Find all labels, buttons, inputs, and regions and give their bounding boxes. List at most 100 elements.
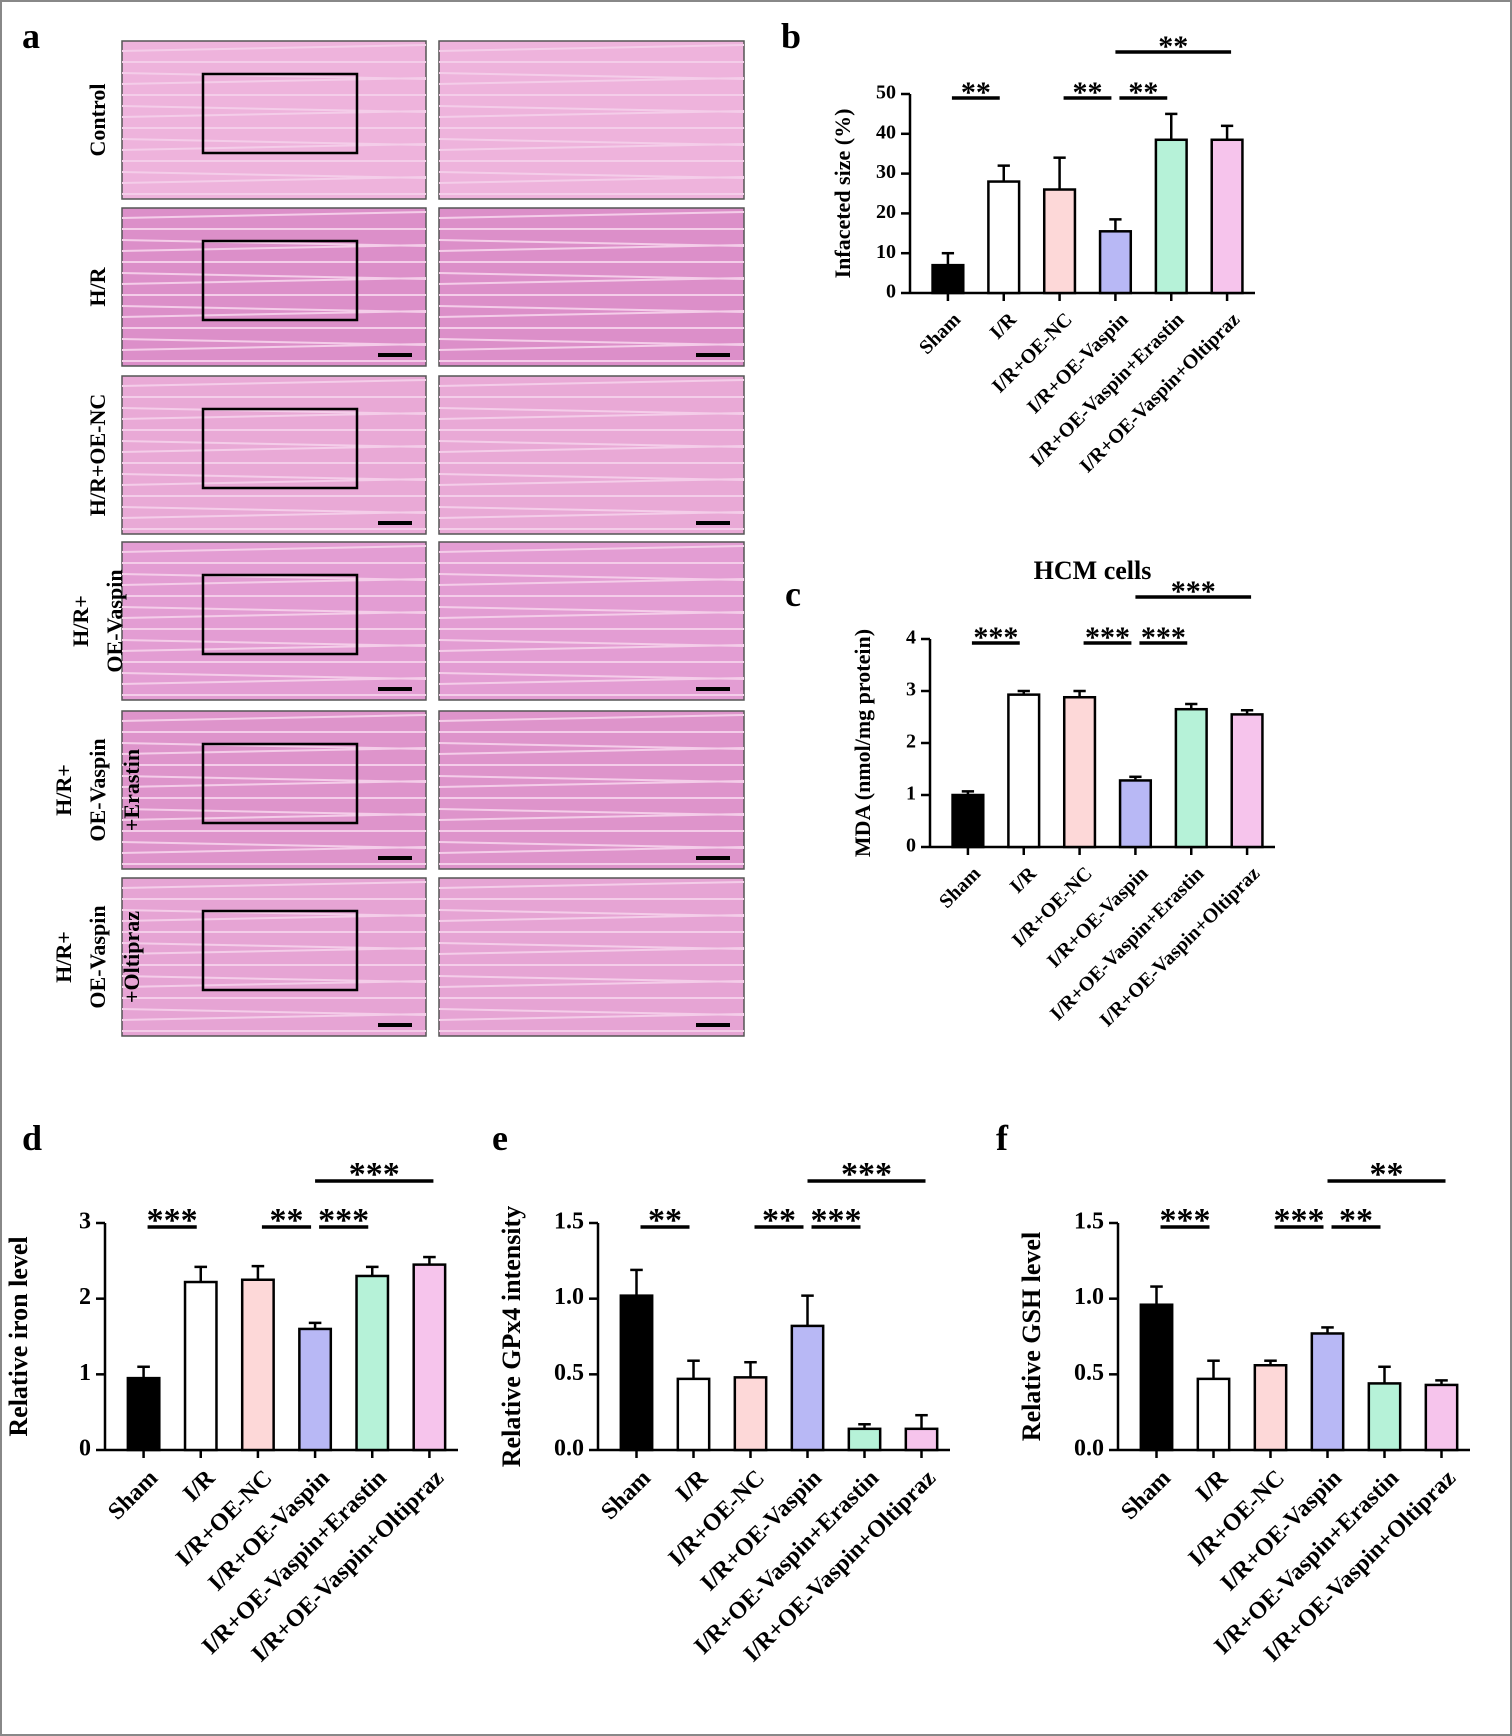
y-tick-label: 1 — [906, 783, 916, 805]
significance-label: *** — [1160, 1202, 1211, 1239]
y-tick-label: 1.0 — [1074, 1284, 1104, 1310]
bar — [987, 180, 1021, 295]
y-axis-label: Infaceted size (%) — [830, 109, 855, 279]
tissue-fiber — [438, 211, 745, 219]
y-tick-label: 0.5 — [554, 1360, 584, 1386]
bar — [1062, 695, 1097, 849]
scale-bar — [378, 687, 412, 691]
tissue-fiber — [121, 343, 427, 351]
tissue-fiber — [121, 379, 427, 387]
y-tick-label: 50 — [876, 82, 896, 104]
significance-label: ** — [1339, 1202, 1373, 1239]
y-tick-label: 2 — [79, 1284, 91, 1310]
scale-bar — [696, 353, 730, 357]
tissue-fiber — [438, 77, 745, 85]
significance-label: ** — [762, 1202, 796, 1239]
row-label: H/R+ — [51, 764, 76, 816]
tissue-fiber — [438, 947, 745, 955]
tissue-fiber — [121, 813, 427, 821]
row-label: H/R+ — [51, 931, 76, 983]
y-tick-label: 0.5 — [1074, 1360, 1104, 1386]
tissue-fiber — [438, 714, 745, 722]
tissue-fiber — [121, 310, 427, 318]
tissue-fiber — [121, 714, 427, 722]
scale-bar — [696, 521, 730, 525]
significance-label: ** — [961, 76, 991, 109]
significance-label: ** — [1158, 30, 1188, 63]
tissue-fiber — [438, 545, 745, 553]
significance-label: *** — [1141, 621, 1186, 654]
significance-label: *** — [1085, 621, 1130, 654]
row-label: H/R+OE-NC — [85, 394, 110, 517]
tissue-fiber — [121, 110, 427, 118]
bar — [126, 1376, 161, 1452]
zoom-box — [201, 239, 359, 322]
tissue-fiber — [438, 176, 745, 184]
tissue-fiber — [121, 211, 427, 219]
tissue-fiber — [121, 1013, 427, 1021]
tissue-fiber — [121, 747, 427, 755]
tissue-fiber — [121, 881, 427, 889]
row-label: OE-Vaspin — [85, 738, 110, 841]
tissue-fiber — [438, 277, 745, 285]
tissue-fiber — [121, 277, 427, 285]
tissue-fiber — [121, 244, 427, 252]
tissue-fiber — [121, 445, 427, 453]
y-tick-label: 0.0 — [554, 1436, 584, 1462]
bar — [1007, 693, 1041, 849]
tissue-fiber — [438, 445, 745, 453]
bar — [1118, 779, 1153, 849]
y-axis-label: Relative iron level — [4, 1236, 33, 1436]
y-tick-label: 0 — [886, 281, 896, 303]
bar — [619, 1294, 654, 1452]
bar — [412, 1263, 447, 1452]
tissue-fiber — [438, 677, 745, 685]
significance-label: ** — [1073, 76, 1103, 109]
scale-bar — [378, 856, 412, 860]
tissue-fiber — [438, 980, 745, 988]
tissue-fiber — [438, 110, 745, 118]
y-tick-label: 3 — [79, 1209, 91, 1235]
bar — [298, 1327, 333, 1452]
scale-bar — [378, 521, 412, 525]
scale-bar — [378, 1023, 412, 1027]
tissue-fiber — [438, 881, 745, 889]
bar — [733, 1376, 768, 1452]
bar — [1210, 138, 1244, 295]
y-axis-label: MDA (nmol/mg protein) — [850, 629, 875, 857]
y-tick-label: 20 — [876, 201, 896, 223]
tissue-fiber — [121, 947, 427, 955]
tissue-fiber — [121, 780, 427, 788]
bar — [183, 1280, 218, 1452]
tissue-fiber — [121, 511, 427, 519]
y-tick-label: 4 — [906, 627, 916, 649]
y-tick-label: 0.0 — [1074, 1436, 1104, 1462]
tissue-fiber — [438, 310, 745, 318]
y-axis-label: Relative GSH level — [1017, 1232, 1046, 1441]
tissue-fiber — [121, 44, 427, 52]
bar — [676, 1377, 711, 1452]
y-tick-label: 3 — [906, 679, 916, 701]
tissue-fiber — [438, 780, 745, 788]
y-tick-label: 2 — [906, 731, 916, 753]
tissue-fiber — [438, 644, 745, 652]
bar — [355, 1274, 390, 1452]
tissue-fiber — [438, 412, 745, 420]
y-tick-label: 1.5 — [1074, 1209, 1104, 1235]
tissue-fiber — [438, 813, 745, 821]
significance-label: *** — [147, 1202, 198, 1239]
tissue-fiber — [438, 143, 745, 151]
scale-bar — [378, 353, 412, 357]
y-tick-label: 40 — [876, 121, 896, 143]
zoom-box — [201, 72, 359, 155]
y-axis-label: Relative GPx4 intensity — [497, 1206, 526, 1467]
tissue-fiber — [121, 846, 427, 854]
y-tick-label: 10 — [876, 241, 896, 263]
bar — [1196, 1377, 1231, 1452]
bar — [1098, 230, 1133, 295]
tissue-fiber — [121, 677, 427, 685]
tissue-fiber — [438, 578, 745, 586]
tissue-fiber — [121, 578, 427, 586]
panel-letter: f — [996, 1118, 1009, 1158]
tissue-fiber — [121, 77, 427, 85]
